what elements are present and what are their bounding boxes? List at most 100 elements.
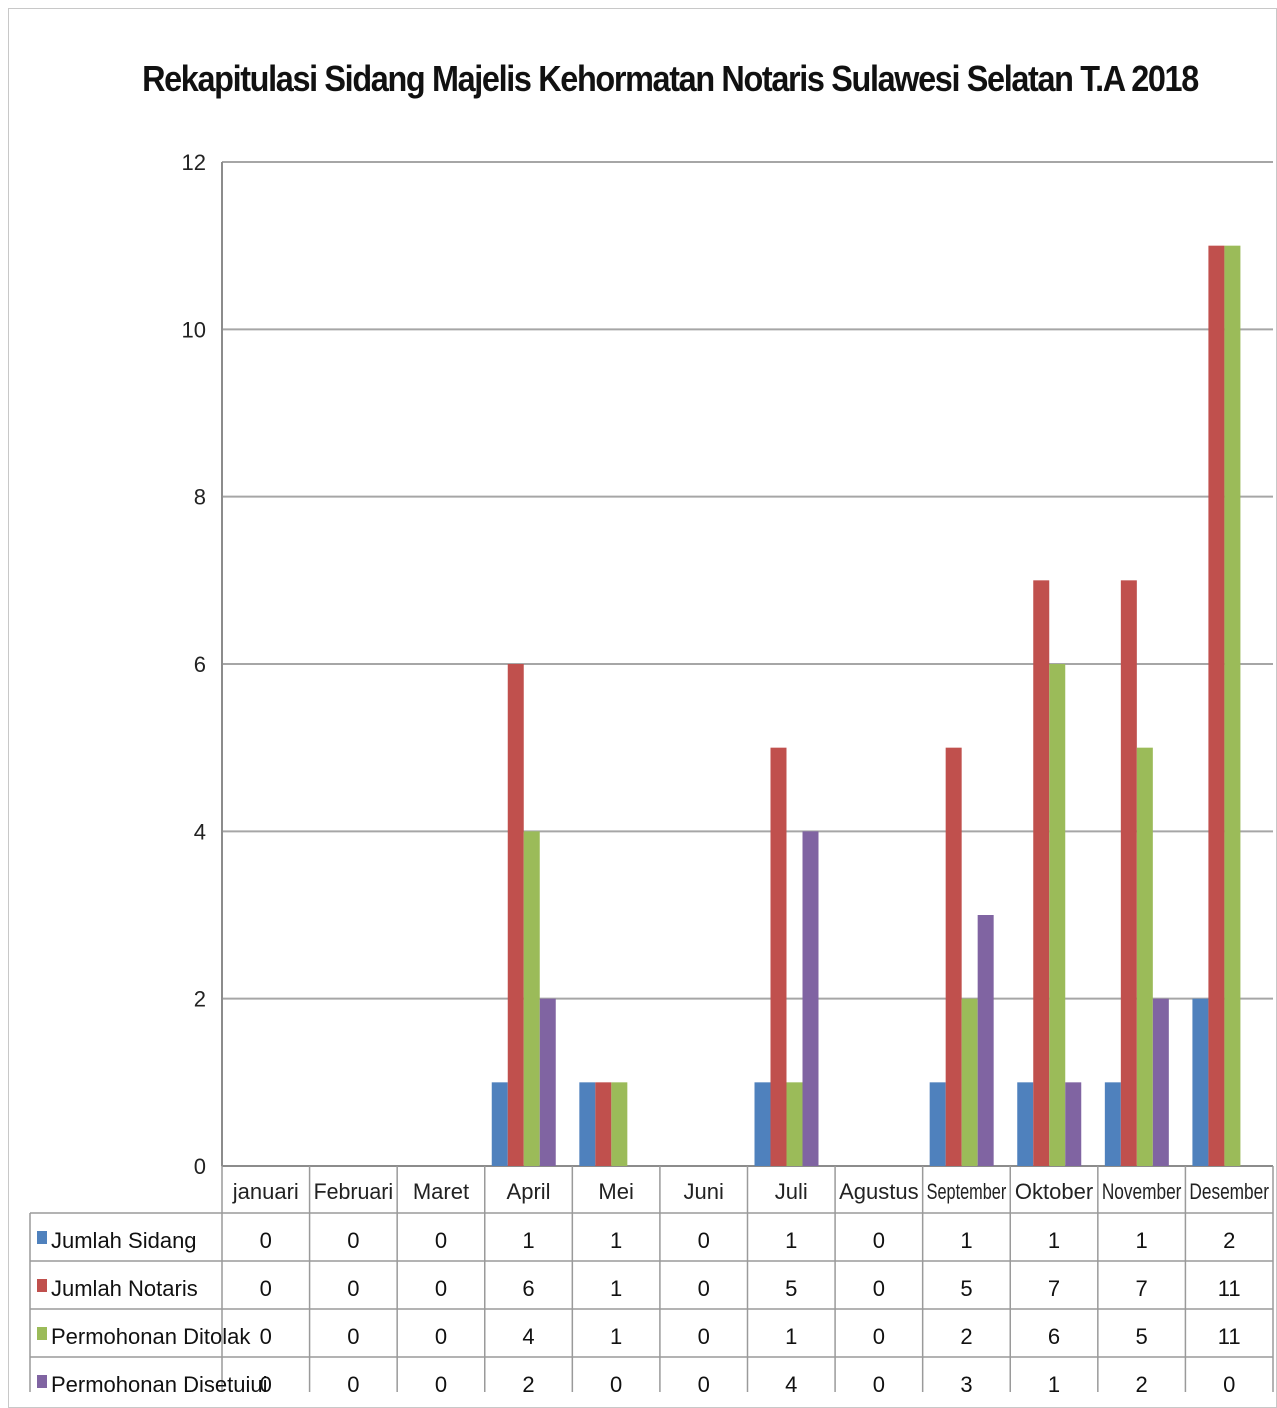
data-label: 0 — [260, 1228, 272, 1253]
bar-November-2 — [1136, 747, 1153, 1166]
bar-Desember-2 — [1224, 245, 1241, 1166]
data-label: 1 — [1048, 1228, 1060, 1253]
bar-April-0 — [491, 1082, 508, 1166]
data-label: 2 — [1136, 1372, 1148, 1392]
x-tick-label: November — [1102, 1179, 1182, 1204]
bar-September-3 — [977, 915, 994, 1166]
bar-Mei-2 — [611, 1082, 628, 1166]
y-tick-label: 10 — [182, 317, 206, 342]
data-label: 4 — [785, 1372, 797, 1392]
data-label: 0 — [260, 1276, 272, 1301]
bar-November-3 — [1152, 998, 1169, 1166]
data-label: 0 — [435, 1276, 447, 1301]
data-label: 1 — [785, 1324, 797, 1349]
data-label: 0 — [260, 1372, 272, 1392]
data-label: 0 — [435, 1324, 447, 1349]
bar-Mei-0 — [579, 1082, 596, 1166]
data-label: 3 — [960, 1372, 972, 1392]
bar-April-2 — [523, 831, 540, 1166]
data-label: 0 — [347, 1324, 359, 1349]
bar-April-1 — [507, 664, 524, 1166]
x-tick-label: Maret — [413, 1179, 469, 1204]
bar-Desember-0 — [1192, 998, 1209, 1166]
y-tick-label: 0 — [194, 1154, 206, 1179]
y-tick-label: 2 — [194, 987, 206, 1012]
data-label: 0 — [347, 1276, 359, 1301]
data-label: 0 — [347, 1372, 359, 1392]
data-label: 4 — [522, 1324, 534, 1349]
data-label: 0 — [347, 1228, 359, 1253]
bar-Desember-1 — [1208, 245, 1225, 1166]
x-tick-label: Mei — [598, 1179, 633, 1204]
x-tick-label: April — [507, 1179, 551, 1204]
data-label: 1 — [1136, 1228, 1148, 1253]
bar-Oktober-0 — [1017, 1082, 1034, 1166]
data-label: 0 — [435, 1228, 447, 1253]
data-label: 2 — [522, 1372, 534, 1392]
data-label: 7 — [1136, 1276, 1148, 1301]
x-tick-label: januari — [232, 1179, 299, 1204]
legend-label: Permohonan Disetujui — [51, 1372, 267, 1392]
y-tick-label: 12 — [182, 150, 206, 175]
data-label: 0 — [873, 1324, 885, 1349]
x-tick-label: Desember — [1189, 1179, 1269, 1204]
data-label: 1 — [610, 1276, 622, 1301]
x-tick-label: September — [927, 1179, 1007, 1204]
legend-swatch-1 — [37, 1279, 47, 1292]
bar-Juli-1 — [770, 747, 787, 1166]
data-label: 11 — [1218, 1324, 1241, 1349]
legend-label: Jumlah Sidang — [51, 1228, 197, 1253]
data-label: 0 — [698, 1372, 710, 1392]
x-tick-label: Februari — [314, 1179, 394, 1204]
legend-swatch-2 — [37, 1327, 47, 1340]
bar-Oktober-2 — [1049, 664, 1066, 1166]
bar-September-2 — [961, 998, 978, 1166]
bar-Juli-0 — [754, 1082, 771, 1166]
x-tick-label: Juni — [684, 1179, 724, 1204]
data-label: 1 — [960, 1228, 972, 1253]
bar-Oktober-1 — [1033, 580, 1050, 1166]
data-label: 0 — [610, 1372, 622, 1392]
bar-November-1 — [1120, 580, 1137, 1166]
data-label: 1 — [610, 1228, 622, 1253]
y-tick-label: 8 — [194, 485, 206, 510]
data-label: 0 — [698, 1276, 710, 1301]
data-label: 0 — [698, 1324, 710, 1349]
data-label: 1 — [1048, 1372, 1060, 1392]
legend-swatch-0 — [37, 1231, 47, 1244]
data-label: 5 — [1136, 1324, 1148, 1349]
legend-label: Permohonan Ditolak — [51, 1324, 251, 1349]
data-label: 1 — [610, 1324, 622, 1349]
y-tick-label: 6 — [194, 652, 206, 677]
x-tick-label: Juli — [775, 1179, 808, 1204]
legend-label: Jumlah Notaris — [51, 1276, 198, 1301]
chart-title: Rekapitulasi Sidang Majelis Kehormatan N… — [142, 58, 1199, 99]
data-label: 0 — [873, 1276, 885, 1301]
data-label: 6 — [1048, 1324, 1060, 1349]
data-label: 7 — [1048, 1276, 1060, 1301]
data-label: 5 — [785, 1276, 797, 1301]
bar-Juli-2 — [786, 1082, 803, 1166]
data-label: 2 — [1223, 1228, 1235, 1253]
data-label: 5 — [960, 1276, 972, 1301]
bar-September-0 — [929, 1082, 946, 1166]
bar-April-3 — [539, 998, 556, 1166]
bar-September-1 — [945, 747, 962, 1166]
bar-November-0 — [1104, 1082, 1121, 1166]
data-label: 1 — [785, 1228, 797, 1253]
data-label: 11 — [1218, 1276, 1241, 1301]
x-tick-label: Oktober — [1015, 1179, 1093, 1204]
data-label: 0 — [435, 1372, 447, 1392]
data-label: 1 — [522, 1228, 534, 1253]
bar-Oktober-3 — [1065, 1082, 1082, 1166]
bar-Mei-1 — [595, 1082, 612, 1166]
data-label: 6 — [522, 1276, 534, 1301]
data-label: 0 — [873, 1228, 885, 1253]
bar-Juli-3 — [802, 831, 819, 1166]
data-label: 0 — [873, 1372, 885, 1392]
data-label: 0 — [698, 1228, 710, 1253]
chart-frame — [8, 8, 1277, 1408]
data-label: 0 — [260, 1324, 272, 1349]
data-label: 0 — [1223, 1372, 1235, 1392]
